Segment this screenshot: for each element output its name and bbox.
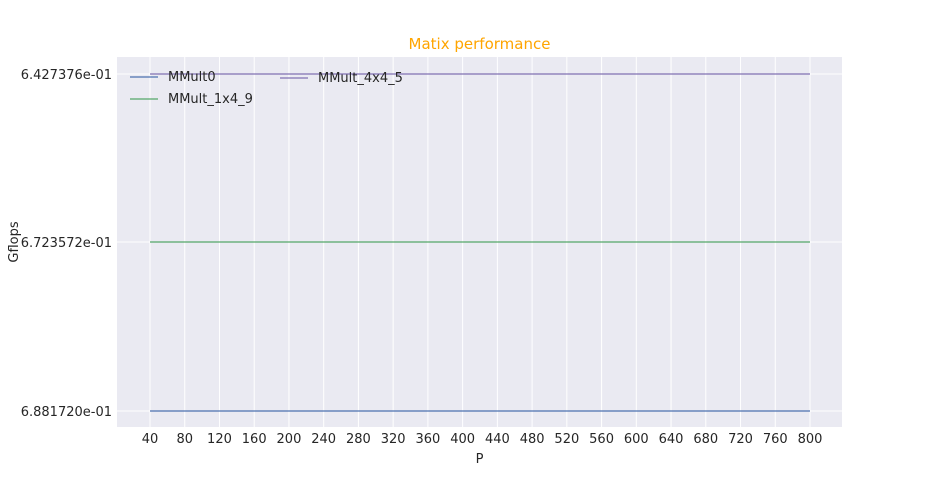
x-tick-label: 200	[277, 432, 302, 447]
legend: MMult0 MMult_1x4_9 MMult_4x4_5	[130, 70, 403, 107]
x-tick-label: 160	[242, 432, 267, 447]
y-tick-label: 6.881720e-01	[21, 405, 112, 420]
x-tick-labels: 40 80 120 160 200 240 280 320 360 400 440 480 520 560…	[142, 432, 823, 447]
x-tick-label: 480	[520, 432, 545, 447]
x-tick-label: 280	[346, 432, 371, 447]
x-tick-label: 400	[450, 432, 475, 447]
series-lines	[150, 73, 810, 412]
x-tick-label: 600	[624, 432, 649, 447]
x-tick-label: 680	[693, 432, 718, 447]
legend-label: MMult_1x4_9	[168, 92, 253, 107]
legend-label: MMult0	[168, 70, 216, 85]
chart-title: Matix performance	[409, 35, 551, 53]
x-tick-label: 360	[415, 432, 440, 447]
x-axis-label: P	[476, 452, 484, 467]
x-tick-label: 760	[763, 432, 788, 447]
legend-item: MMult_1x4_9	[130, 92, 253, 107]
x-tick-label: 520	[554, 432, 579, 447]
x-tick-label: 80	[176, 432, 193, 447]
x-tick-label: 640	[659, 432, 684, 447]
y-tick-labels: 6.881720e-01 6.723572e-01 6.427376e-01	[21, 68, 112, 420]
x-tick-label: 240	[311, 432, 336, 447]
x-tick-label: 320	[381, 432, 406, 447]
y-axis-label: Gflops	[7, 221, 22, 262]
legend-label: MMult_4x4_5	[318, 71, 403, 86]
x-tick-label: 800	[798, 432, 823, 447]
x-tick-label: 40	[142, 432, 159, 447]
x-tick-label: 440	[485, 432, 510, 447]
x-tick-label: 560	[589, 432, 614, 447]
y-tick-label: 6.723572e-01	[21, 236, 112, 251]
legend-item: MMult0	[130, 70, 216, 85]
y-tick-label: 6.427376e-01	[21, 68, 112, 83]
x-tick-label: 720	[728, 432, 753, 447]
x-tick-label: 120	[207, 432, 232, 447]
legend-item: MMult_4x4_5	[280, 71, 403, 86]
